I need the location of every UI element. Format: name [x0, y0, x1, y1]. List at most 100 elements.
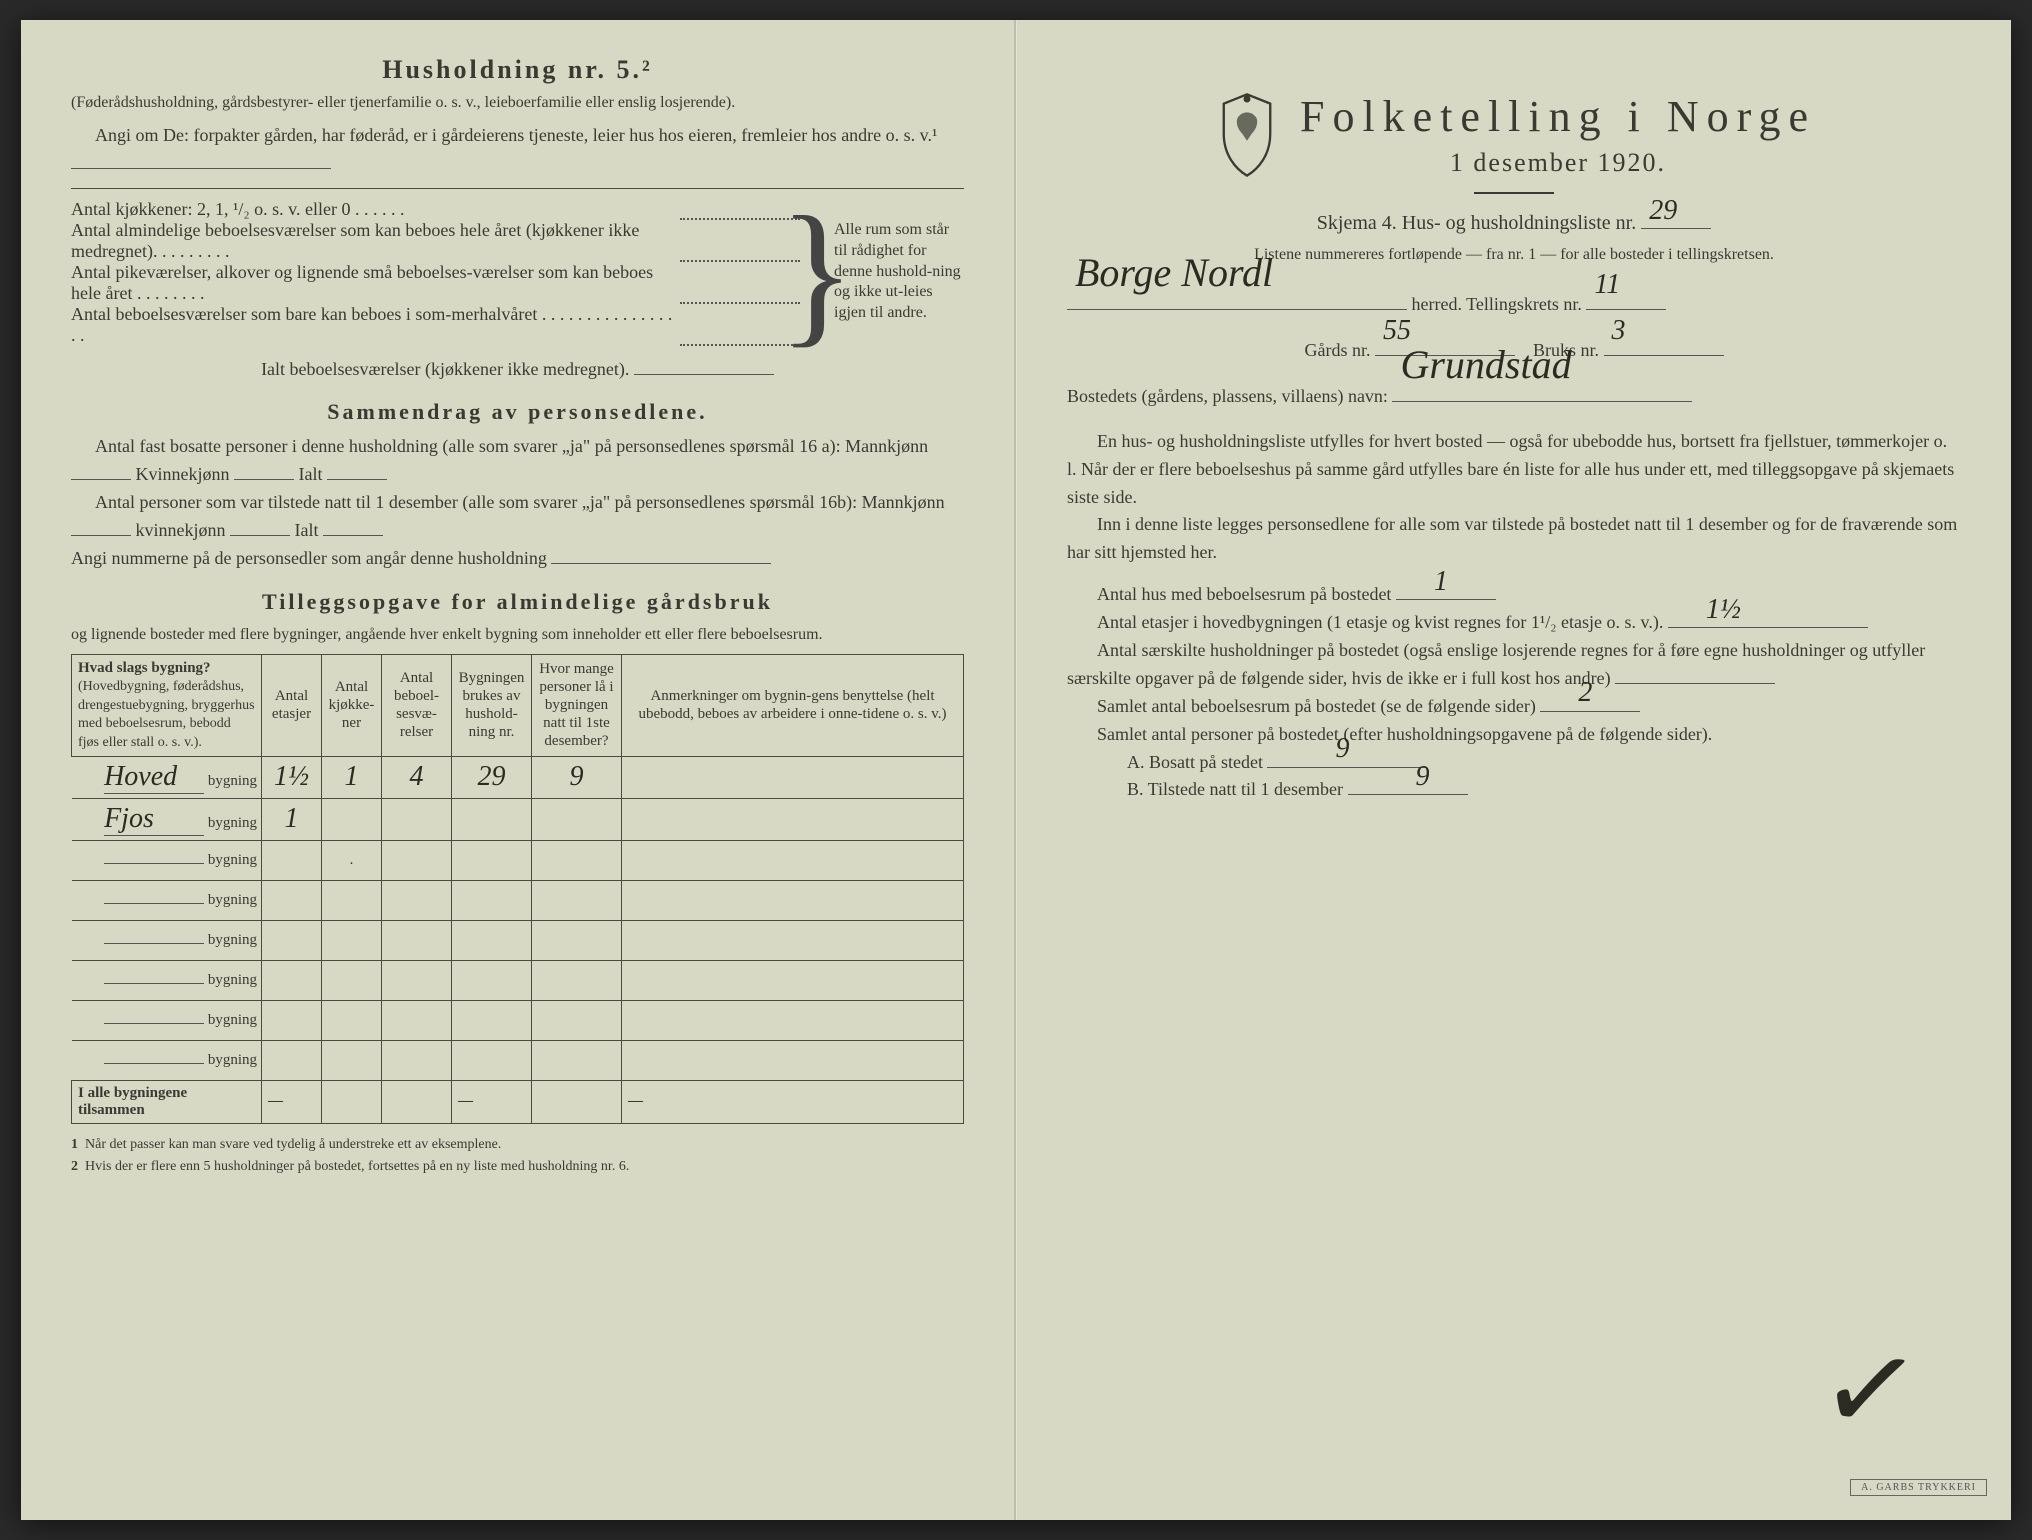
cell	[382, 880, 452, 920]
krets-blank: 11	[1586, 293, 1666, 310]
sammendrag-line-3: Angi nummerne på de personsedler som ang…	[71, 545, 964, 573]
cell	[452, 798, 532, 840]
row-word: bygning	[208, 932, 257, 948]
cell	[532, 1000, 622, 1040]
row-pre	[104, 943, 204, 944]
cell	[262, 1000, 322, 1040]
gards-label: Gårds nr.	[1304, 340, 1370, 360]
table-row: bygning	[72, 880, 964, 920]
cell: 29	[452, 756, 532, 798]
cell	[322, 960, 382, 1000]
row-word: bygning	[208, 1052, 257, 1068]
bruks-blank: 3	[1604, 339, 1724, 356]
printer-stamp: A. GARBS TRYKKERI	[1850, 1479, 1987, 1496]
cell	[622, 960, 964, 1000]
q-etasjer-value: 1½	[1676, 588, 1741, 631]
cell	[532, 960, 622, 1000]
cell	[452, 1040, 532, 1080]
cell	[452, 920, 532, 960]
row-pre	[104, 903, 204, 904]
angi-text: Angi om De: forpakter gården, har føderå…	[95, 125, 937, 145]
cell	[622, 798, 964, 840]
main-title: Folketelling i Norge	[1300, 91, 1816, 142]
q-hus-value: 1	[1404, 560, 1448, 603]
title-rule	[1474, 192, 1554, 194]
s3-text: Angi nummerne på de personsedler som ang…	[71, 548, 547, 568]
right-page: Folketelling i Norge 1 desember 1920. Sk…	[1016, 20, 2011, 1520]
footer-dash: —	[622, 1080, 964, 1123]
footnote-num: 2	[71, 1156, 85, 1178]
cell: 1½	[262, 756, 322, 798]
cell: .	[322, 840, 382, 880]
angi-line: Angi om De: forpakter gården, har føderå…	[71, 122, 964, 178]
q-a-line: A. Bosatt på stedet 9	[1067, 749, 1961, 777]
q-etasjer-label: Antal etasjer i hovedbygningen (1 etasje…	[1097, 612, 1663, 632]
husholdning-title: Husholdning nr. 5.²	[71, 55, 964, 85]
s2-blank-m	[71, 519, 131, 536]
cell	[382, 920, 452, 960]
cell	[622, 880, 964, 920]
cell	[622, 840, 964, 880]
q-etasjer: Antal etasjer i hovedbygningen (1 etasje…	[1067, 609, 1961, 637]
q-hus: Antal hus med beboelsesrum på bostedet 1	[1067, 581, 1961, 609]
footer-dash: —	[262, 1080, 322, 1123]
footnote-num: 1	[71, 1134, 85, 1156]
footnotes: 1Når det passer kan man svare ved tydeli…	[71, 1134, 964, 1177]
cell	[322, 1080, 382, 1123]
sammendrag-title: Sammendrag av personsedlene.	[71, 399, 964, 425]
cell	[262, 920, 322, 960]
q-rum-label: Samlet antal beboelsesrum på bostedet (s…	[1097, 696, 1536, 716]
q-husholdninger: Antal særskilte husholdninger på bostede…	[1067, 637, 1961, 693]
cell	[532, 798, 622, 840]
document-spread: Husholdning nr. 5.² (Føderådshusholdning…	[21, 20, 2011, 1520]
row-word: bygning	[208, 972, 257, 988]
row-word: bygning	[208, 892, 257, 908]
cell	[622, 1040, 964, 1080]
s3-blank	[551, 547, 771, 564]
herred-line: Borge Nordl herred. Tellingskrets nr. 11	[1067, 286, 1961, 322]
cell	[262, 880, 322, 920]
row-pre	[104, 983, 204, 984]
tillegg-subtitle: og lignende bosteder med flere bygninger…	[71, 623, 964, 648]
tillegg-title: Tilleggsopgave for almindelige gårdsbruk	[71, 589, 964, 615]
cell	[452, 880, 532, 920]
cell	[532, 1080, 622, 1123]
s1-blank-k	[234, 463, 294, 480]
rooms-total-label: Ialt beboelsesværelser (kjøkkener ikke m…	[261, 359, 629, 379]
cell	[262, 960, 322, 1000]
questions: Antal hus med beboelsesrum på bostedet 1…	[1067, 581, 1961, 804]
left-page: Husholdning nr. 5.² (Føderådshusholdning…	[21, 20, 1016, 1520]
table-row: Hoved bygning1½14299	[72, 756, 964, 798]
q-hush-blank	[1615, 667, 1775, 684]
q-b-blank: 9	[1348, 778, 1468, 795]
footer-dash: —	[452, 1080, 532, 1123]
cell	[452, 1000, 532, 1040]
cell	[382, 840, 452, 880]
para-1: En hus- og husholdningsliste utfylles fo…	[1067, 428, 1961, 512]
q-rum-blank: 2	[1540, 695, 1640, 712]
row-pre	[104, 1023, 204, 1024]
row-word: bygning	[208, 1012, 257, 1028]
cell	[532, 880, 622, 920]
cell	[322, 1040, 382, 1080]
q-hus-blank: 1	[1396, 583, 1496, 600]
cell	[382, 798, 452, 840]
q-personer: Samlet antal personer på bostedet (efter…	[1067, 721, 1961, 749]
s2-text: Antal personer som var tilstede natt til…	[95, 492, 945, 512]
herred-blank: Borge Nordl	[1067, 293, 1407, 310]
table-row: bygning	[72, 1040, 964, 1080]
table-row: bygning	[72, 1000, 964, 1040]
cell	[622, 756, 964, 798]
bosted-value: Grundstad	[1400, 325, 1571, 405]
bosted-line: Bostedets (gårdens, plassens, villaens) …	[1067, 378, 1961, 414]
q-b-line: B. Tilstede natt til 1 desember 9	[1067, 776, 1961, 804]
s2c-text: Ialt	[295, 520, 319, 540]
s1-blank-m	[71, 463, 131, 480]
table-row: Fjos bygning1	[72, 798, 964, 840]
skjema-blank: 29	[1641, 210, 1711, 229]
cell: 9	[532, 756, 622, 798]
date-line: 1 desember 1920.	[1300, 148, 1816, 178]
curly-brace-icon: }	[804, 199, 830, 346]
th-vaerelser: Antal beboel-sesvæ-relser	[382, 654, 452, 756]
s1-blank-i	[327, 463, 387, 480]
